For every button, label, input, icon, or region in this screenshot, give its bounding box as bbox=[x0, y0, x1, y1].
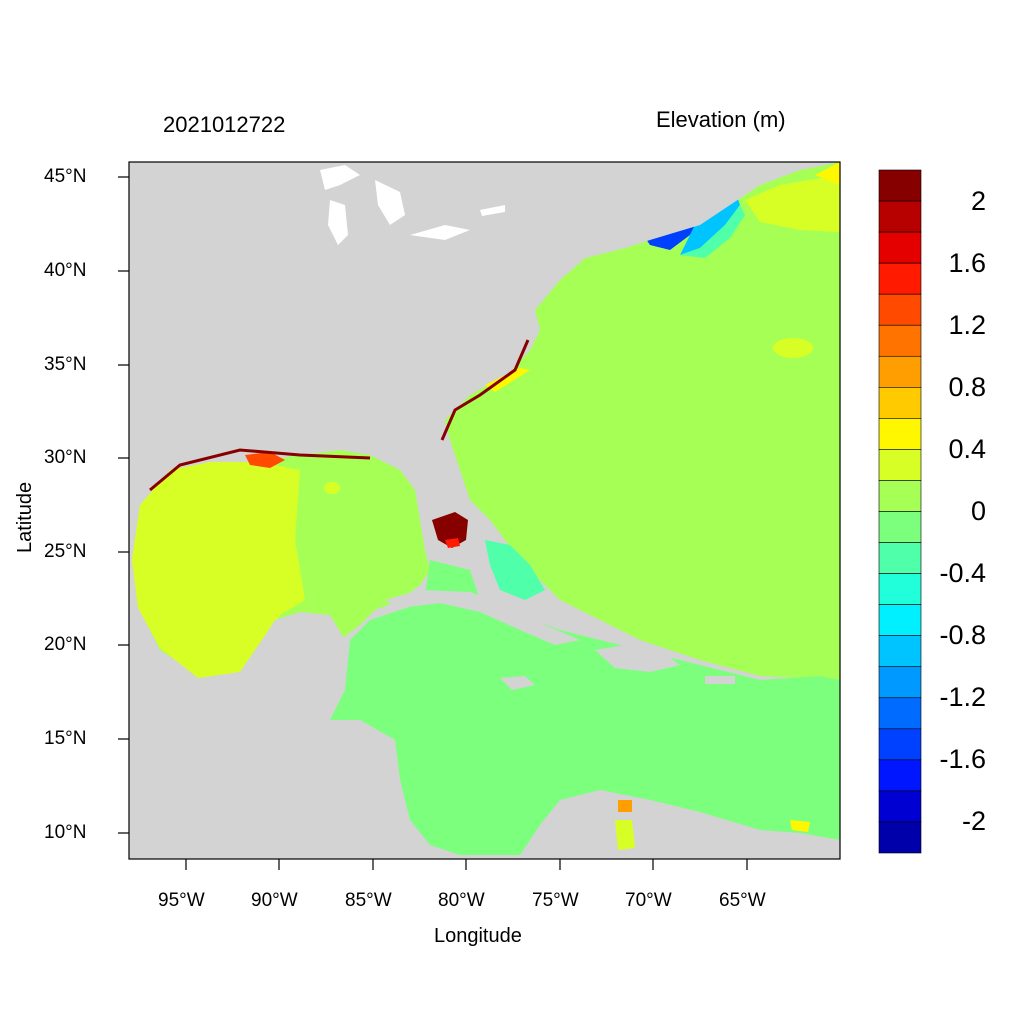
lat-tick-label: 45°N bbox=[44, 166, 87, 187]
lake-ontario bbox=[480, 205, 505, 216]
colorbar-swatch bbox=[878, 387, 922, 419]
colorbar-label: 0 bbox=[970, 496, 986, 526]
colorbar bbox=[878, 169, 922, 854]
venezuela-orange bbox=[618, 800, 632, 812]
jamaica-land bbox=[500, 676, 535, 690]
lake-michigan bbox=[328, 200, 348, 245]
north-america-land bbox=[129, 162, 840, 540]
x-axis-label: Longitude bbox=[434, 925, 522, 947]
florida-high-water bbox=[432, 512, 468, 548]
colorbar-swatch bbox=[878, 200, 922, 233]
venezuela-yellow bbox=[615, 820, 635, 850]
lon-tick-label: 65°W bbox=[719, 890, 766, 911]
lat-tick-label: 25°N bbox=[44, 541, 87, 562]
colorbar-swatch bbox=[878, 355, 922, 388]
lat-tick-label: 40°N bbox=[44, 260, 87, 281]
mexico-central-america-land bbox=[129, 600, 460, 859]
gulf-coast-dark-marks bbox=[149, 448, 371, 492]
lat-tick-label: 20°N bbox=[44, 634, 87, 655]
lat-tick-label: 15°N bbox=[44, 728, 87, 749]
ne-corner-yellow bbox=[815, 162, 840, 185]
colorbar-swatch bbox=[878, 573, 922, 605]
lake-huron bbox=[375, 180, 405, 225]
trinidad-yellow bbox=[790, 820, 810, 832]
atlantic-ocean bbox=[445, 162, 840, 680]
lon-tick-marks bbox=[185, 859, 748, 870]
lon-tick-label: 90°W bbox=[251, 890, 298, 911]
colorbar-swatch bbox=[878, 697, 922, 730]
colorbar-swatch bbox=[878, 231, 922, 264]
offshore-blob bbox=[773, 338, 813, 358]
south-america-land bbox=[520, 790, 840, 859]
colorbar-swatch bbox=[878, 262, 922, 295]
western-gulf-high bbox=[132, 462, 305, 678]
lake-erie bbox=[410, 225, 470, 240]
map-area bbox=[129, 162, 840, 859]
colorbar-swatch bbox=[878, 449, 922, 481]
colorbar-label: -0.4 bbox=[939, 558, 986, 588]
colorbar-swatch bbox=[878, 604, 922, 636]
hispaniola-land bbox=[595, 645, 680, 672]
colorbar-label: 0.4 bbox=[948, 434, 986, 464]
colorbar-swatch bbox=[878, 324, 922, 357]
colorbar-swatch bbox=[878, 293, 922, 326]
lat-tick-marks bbox=[118, 176, 129, 834]
variable-label: Elevation (m) bbox=[656, 107, 786, 132]
colorbar-swatch bbox=[878, 511, 922, 543]
lon-tick-label: 95°W bbox=[158, 890, 205, 911]
colorbar-swatch bbox=[878, 821, 922, 854]
east-coast-dark-marks bbox=[440, 339, 530, 441]
timestamp-label: 2021012722 bbox=[163, 112, 286, 137]
lat-tick-label: 30°N bbox=[44, 447, 87, 468]
colorbar-label: -2 bbox=[961, 806, 986, 836]
louisiana-coast-high bbox=[245, 452, 285, 468]
colorbar-label: 1.6 bbox=[948, 248, 986, 278]
colorbar-swatch bbox=[878, 480, 922, 512]
lake-superior bbox=[320, 165, 360, 190]
lat-tick-label: 35°N bbox=[44, 354, 87, 375]
carolina-coast bbox=[485, 368, 530, 392]
lon-tick-label: 85°W bbox=[345, 890, 392, 911]
colorbar-label: -1.2 bbox=[939, 682, 986, 712]
colorbar-swatch bbox=[878, 728, 922, 761]
map-frame bbox=[128, 161, 841, 860]
colorbar-swatch bbox=[878, 635, 922, 668]
colorbar-label: 2 bbox=[970, 186, 986, 216]
colorbar-label: -1.6 bbox=[939, 744, 986, 774]
lon-tick-label: 70°W bbox=[625, 890, 672, 911]
colorbar-swatch bbox=[878, 418, 922, 450]
colorbar-swatch bbox=[878, 759, 922, 792]
caribbean-sea bbox=[330, 600, 840, 855]
colorbar-swatch bbox=[878, 169, 922, 202]
bahamas-banks bbox=[485, 540, 545, 600]
lon-tick-label: 80°W bbox=[438, 890, 485, 911]
gulf-blob bbox=[324, 482, 340, 494]
colorbar-label: 1.2 bbox=[948, 310, 986, 340]
florida-red bbox=[445, 538, 460, 548]
colorbar-swatch bbox=[878, 790, 922, 823]
lon-tick-label: 75°W bbox=[532, 890, 579, 911]
colorbar-label: 0.8 bbox=[948, 372, 986, 402]
lat-tick-label: 10°N bbox=[44, 822, 87, 843]
colorbar-swatch bbox=[878, 666, 922, 699]
gulf-maine-edge bbox=[680, 205, 745, 258]
colorbar-swatch bbox=[878, 542, 922, 574]
offshore-high-patch bbox=[745, 175, 840, 232]
cuba-land bbox=[385, 590, 580, 645]
colorbar-label: -0.8 bbox=[939, 620, 986, 650]
puerto-rico-land bbox=[705, 676, 735, 684]
